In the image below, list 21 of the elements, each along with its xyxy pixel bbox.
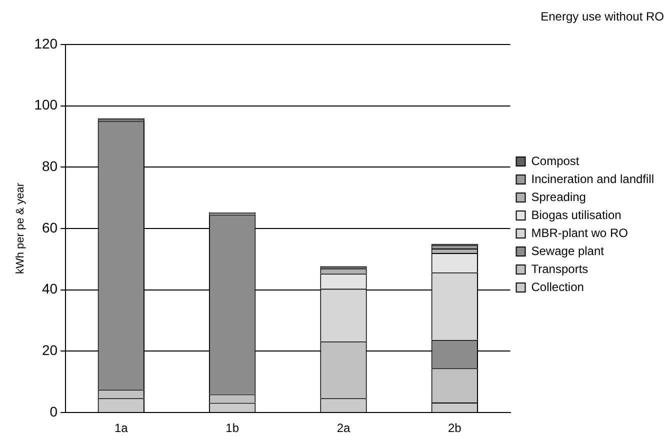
legend-label: Collection	[531, 280, 584, 294]
x-tick-label: 2a	[336, 421, 350, 436]
x-tick-label: 1b	[226, 421, 240, 436]
x-tick-label: 2b	[448, 421, 462, 436]
y-tick-label: 60	[42, 219, 58, 236]
legend-label: Compost	[531, 154, 580, 168]
y-tick-label: 40	[42, 280, 58, 297]
y-tick-label: 120	[34, 35, 58, 52]
x-tick-label: 1a	[114, 421, 128, 436]
y-tick-label: 20	[42, 342, 58, 358]
legend-label: MBR-plant wo RO	[531, 226, 628, 240]
legend-label: Sewage plant	[531, 244, 605, 258]
text: Energy use without RO	[540, 10, 664, 24]
legend-label: Spreading	[531, 190, 586, 204]
y-tick-label: 80	[42, 158, 58, 174]
y-axis-title: kWh per pe & year	[14, 182, 27, 274]
legend-label: Incineration and landfill	[531, 172, 654, 186]
legend-label: Transports	[531, 262, 588, 276]
y-tick-label: 100	[34, 96, 58, 113]
y-tick-label: 0	[50, 403, 58, 420]
legend-label: Biogas utilisation	[531, 208, 622, 222]
